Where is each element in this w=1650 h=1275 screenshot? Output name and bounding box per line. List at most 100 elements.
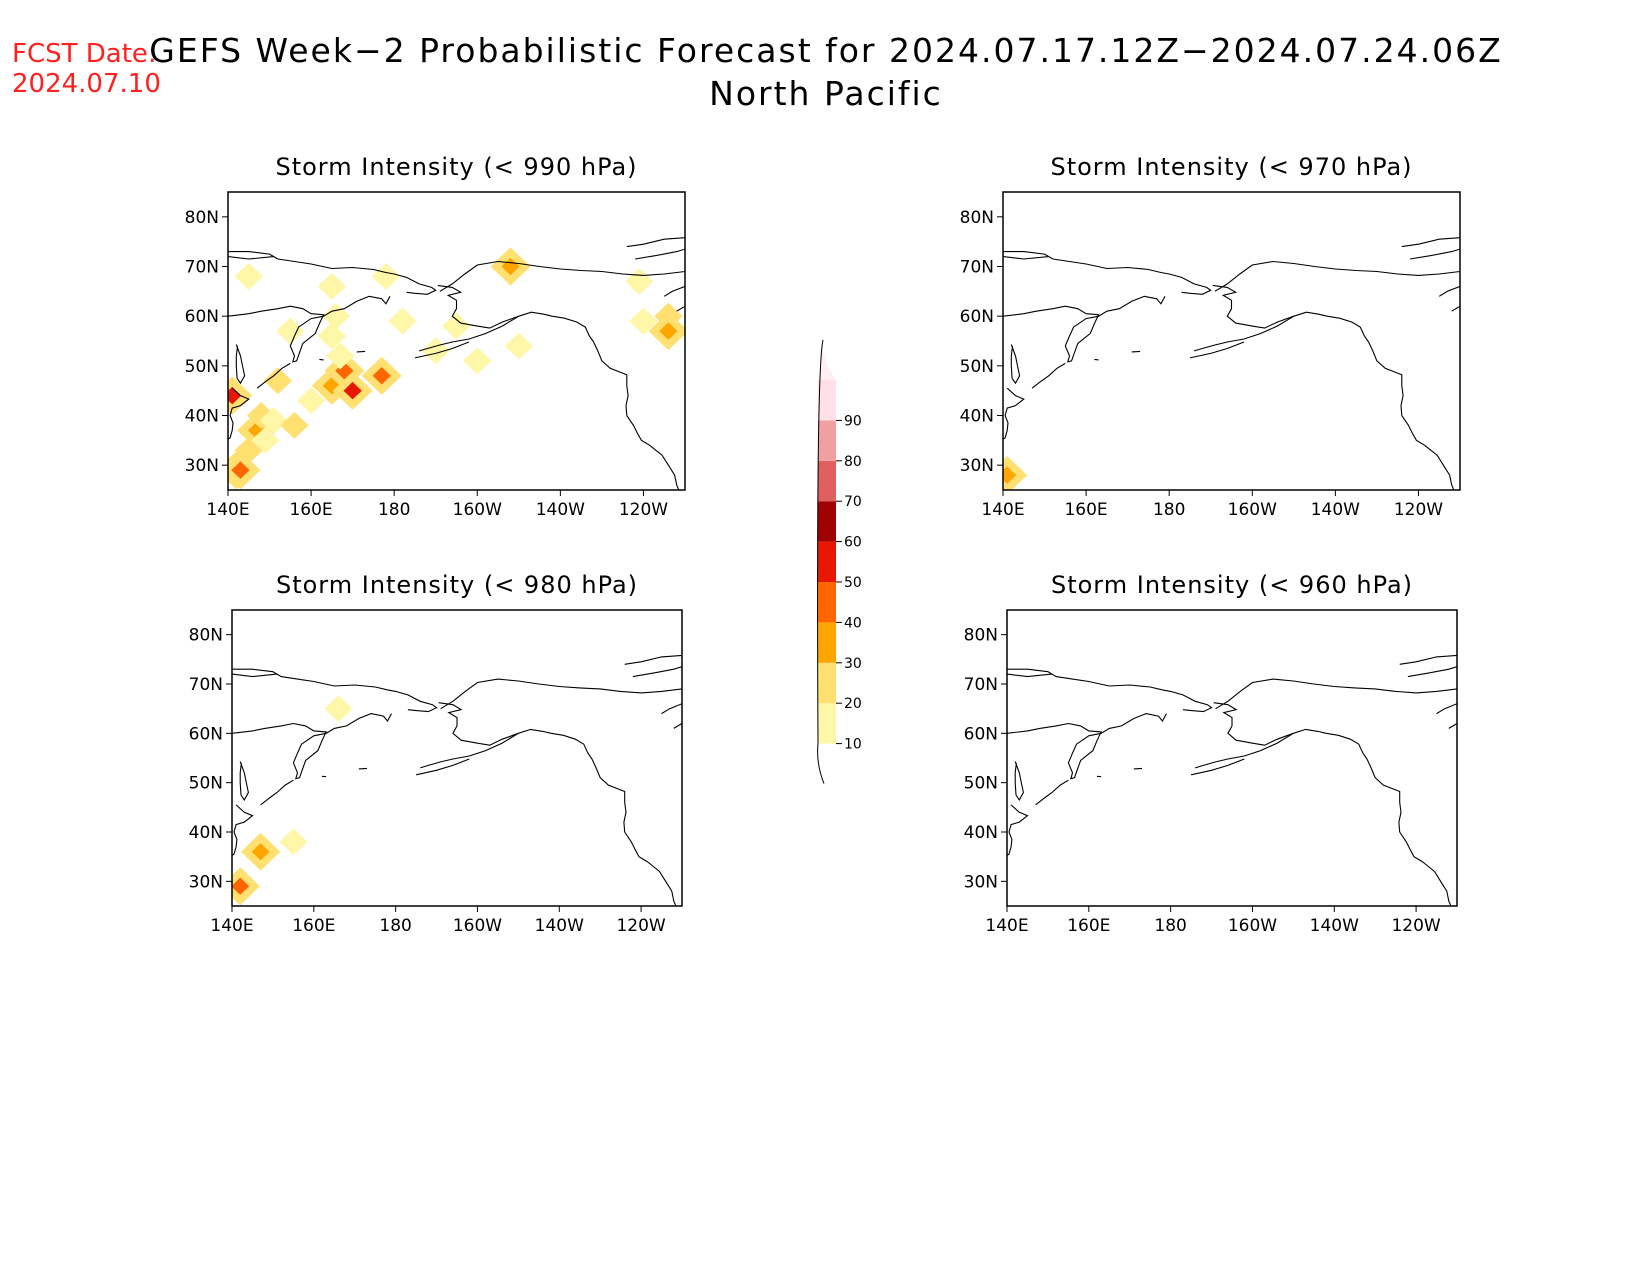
- probability-cell: [371, 262, 400, 290]
- coastline: [626, 237, 685, 248]
- panel-title: Storm Intensity (< 980 hPa): [276, 571, 638, 599]
- coastline: [438, 702, 677, 906]
- lat-tick-label: 80N: [185, 208, 219, 228]
- probability-cell: [629, 307, 658, 335]
- lat-tick-label: 80N: [189, 626, 223, 646]
- coastline: [437, 284, 680, 490]
- lon-tick-label: 160W: [453, 500, 502, 520]
- coastline: [1007, 668, 1213, 713]
- lat-tick-label: 30N: [964, 872, 998, 892]
- coastline: [356, 350, 366, 353]
- colorbar-swatch: [818, 460, 836, 502]
- map-panels: Storm Intensity (< 990 hPa) 140E 160E 180 16…: [185, 153, 1461, 936]
- probability-cell: [317, 322, 346, 350]
- lat-tick-label: 50N: [189, 774, 223, 794]
- coastline: [239, 761, 249, 801]
- coastline: [1436, 703, 1457, 715]
- colorbar-swatch: [818, 662, 836, 704]
- coastline: [1007, 804, 1029, 857]
- coastline: [232, 668, 438, 713]
- map-panel: Storm Intensity (< 960 hPa) 140E 160E 180 16…: [964, 571, 1458, 936]
- coastline: [676, 305, 685, 312]
- coastlines: [232, 654, 682, 906]
- probability-cell: [324, 695, 353, 723]
- lat-tick-label: 80N: [960, 208, 994, 228]
- lon-tick-label: 160E: [292, 916, 335, 936]
- colorbar-label: 30: [844, 656, 862, 672]
- colorbar-swatch: [818, 501, 836, 542]
- colorbar-swatch: [818, 582, 836, 623]
- lon-tick-label: 140W: [536, 500, 585, 520]
- lon-tick-label: 160E: [289, 500, 332, 520]
- coastline: [1213, 702, 1452, 906]
- coastline: [420, 732, 519, 769]
- lat-tick-label: 40N: [960, 407, 994, 427]
- coastline: [414, 341, 470, 359]
- coastline: [1193, 315, 1295, 352]
- probability-cell: [280, 411, 309, 439]
- lat-tick-label: 40N: [964, 823, 998, 843]
- probability-cell: [263, 367, 292, 395]
- coastline: [673, 723, 682, 729]
- coastline: [439, 260, 685, 292]
- coastline: [1407, 666, 1457, 678]
- colorbar-label: 80: [844, 454, 862, 470]
- coastlines: [1007, 654, 1457, 906]
- colorbar-cap: [818, 340, 836, 380]
- lon-tick-label: 140W: [1311, 500, 1360, 520]
- coastline: [1003, 387, 1025, 440]
- probability-cell: [463, 347, 492, 375]
- coastline: [1190, 758, 1245, 776]
- lon-tick-label: 160W: [453, 916, 502, 936]
- probability-field: [1003, 456, 1028, 490]
- probability-cell: [321, 302, 351, 330]
- lat-tick-label: 80N: [964, 626, 998, 646]
- coastline: [1035, 779, 1069, 806]
- map-frame: [1006, 609, 1458, 907]
- coastlines: [1003, 237, 1460, 490]
- probability-cell: [388, 307, 417, 335]
- lon-tick-label: 120W: [619, 500, 668, 520]
- probability-field: [232, 695, 353, 906]
- map-panel: Storm Intensity (< 980 hPa) 140E 160E 180 16…: [189, 571, 683, 936]
- colorbar-label: 90: [844, 413, 862, 429]
- coastline: [440, 678, 682, 710]
- lat-tick-label: 60N: [185, 307, 219, 327]
- coastline: [232, 713, 392, 780]
- coastline: [1003, 295, 1166, 363]
- lon-tick-label: 140E: [206, 500, 249, 520]
- coastline: [1094, 358, 1099, 361]
- panel-title: Storm Intensity (< 960 hPa): [1051, 571, 1413, 599]
- coastline: [232, 673, 278, 678]
- lon-tick-label: 140E: [981, 500, 1024, 520]
- coastline: [1212, 284, 1455, 490]
- coastline: [415, 758, 470, 776]
- probability-cell: [659, 322, 678, 340]
- panel-title: Storm Intensity (< 990 hPa): [275, 153, 637, 181]
- colorbar-label: 40: [844, 615, 862, 631]
- coastline: [235, 344, 246, 385]
- colorbar-outline: [817, 339, 825, 784]
- lat-tick-label: 40N: [185, 407, 219, 427]
- lon-tick-label: 160E: [1067, 916, 1110, 936]
- coastline: [1410, 248, 1460, 260]
- probability-cell: [501, 257, 520, 276]
- coastline: [1195, 732, 1294, 769]
- colorbar-label: 10: [844, 737, 862, 753]
- panel-title: Storm Intensity (< 970 hPa): [1050, 153, 1412, 181]
- coastline: [1131, 350, 1141, 353]
- probability-cell: [297, 387, 326, 415]
- coastline: [1007, 713, 1167, 780]
- probability-cell: [326, 342, 355, 370]
- probability-cell: [279, 828, 308, 856]
- probability-cell: [276, 317, 305, 345]
- lat-tick-label: 70N: [189, 675, 223, 695]
- map-frame: [231, 609, 683, 907]
- lon-tick-label: 140E: [985, 916, 1028, 936]
- map-panel: Storm Intensity (< 970 hPa) 140E 160E 180 16…: [960, 153, 1461, 520]
- lon-tick-label: 180: [379, 916, 411, 936]
- lon-tick-label: 120W: [1391, 916, 1440, 936]
- coastline: [624, 654, 682, 665]
- coastline: [1438, 285, 1460, 297]
